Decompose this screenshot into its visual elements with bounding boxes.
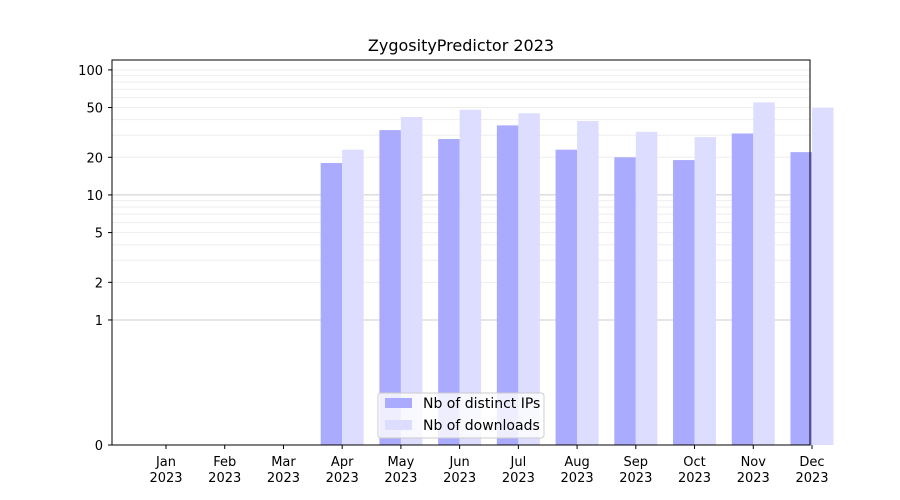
legend-swatch-distinct-ips <box>385 398 412 408</box>
y-tick-label: 2 <box>95 276 103 291</box>
x-tick-label-month: Jun <box>448 455 469 470</box>
x-tick-label-month: May <box>387 455 414 470</box>
bar-downloads <box>753 102 775 445</box>
x-tick-label-year: 2023 <box>443 471 476 486</box>
y-tick-label: 100 <box>78 64 103 79</box>
bars <box>320 102 834 446</box>
x-tick-label-year: 2023 <box>737 471 770 486</box>
legend-label-downloads: Nb of downloads <box>423 418 540 434</box>
x-tick-label-year: 2023 <box>149 471 182 486</box>
x-tick-label-year: 2023 <box>208 471 241 486</box>
bar-downloads <box>812 107 834 446</box>
bar-downloads <box>518 113 540 445</box>
x-tick-label-month: Oct <box>683 455 705 470</box>
bar-distinct-ips <box>673 160 695 445</box>
legend-box <box>377 392 545 439</box>
y-tick-label: 10 <box>86 189 103 204</box>
bar-distinct-ips <box>379 130 401 445</box>
plot-area <box>111 59 811 446</box>
bar-downloads <box>342 149 364 446</box>
x-tick-label-year: 2023 <box>267 471 300 486</box>
x-tick-label-year: 2023 <box>678 471 711 486</box>
x-tick-label-month: Nov <box>741 455 767 470</box>
x-tick-label-month: Jul <box>510 455 527 470</box>
legend-label-distinct-ips: Nb of distinct IPs <box>423 396 540 412</box>
x-tick-label-month: Sep <box>624 455 649 470</box>
bar-distinct-ips <box>496 125 519 445</box>
x-tick-label-month: Feb <box>213 455 236 470</box>
y-tick-label: 20 <box>86 151 103 166</box>
x-tick-label-year: 2023 <box>561 471 594 486</box>
x-tick-label-year: 2023 <box>384 471 417 486</box>
bar-distinct-ips <box>731 133 754 445</box>
y-tick-label: 1 <box>95 314 103 329</box>
x-tick-label-month: Jan <box>155 455 176 470</box>
y-tick-label: 5 <box>95 227 103 242</box>
x-tick-label-month: Apr <box>331 455 354 470</box>
chart-title: ZygosityPredictor 2023 <box>368 36 554 55</box>
bar-downloads <box>694 137 717 445</box>
bar-downloads <box>577 121 599 446</box>
x-tick-label-month: Aug <box>564 455 589 470</box>
legend-swatch-downloads <box>385 420 412 430</box>
y-tick-label: 50 <box>86 102 103 117</box>
bar-downloads <box>459 109 482 445</box>
x-tick-label-year: 2023 <box>795 471 828 486</box>
x-tick-label-year: 2023 <box>502 471 535 486</box>
bar-distinct-ips <box>790 152 812 445</box>
x-axis: Jan2023Feb2023Mar2023Apr2023May2023Jun20… <box>149 445 829 486</box>
legend: Nb of distinct IPs Nb of downloads <box>377 392 545 439</box>
bar-downloads <box>635 131 658 445</box>
y-axis: 0 1 2 5 10 20 50 100 <box>78 64 112 454</box>
bar-distinct-ips <box>438 139 460 445</box>
x-tick-label-year: 2023 <box>619 471 652 486</box>
x-tick-label-month: Mar <box>271 455 296 470</box>
y-tick-label: 0 <box>95 439 103 454</box>
bar-distinct-ips <box>555 149 578 446</box>
bar-downloads <box>400 117 423 445</box>
bar-distinct-ips <box>320 163 343 445</box>
x-tick-label-month: Dec <box>799 455 824 470</box>
bar-distinct-ips <box>614 157 636 445</box>
x-tick-label-year: 2023 <box>326 471 359 486</box>
